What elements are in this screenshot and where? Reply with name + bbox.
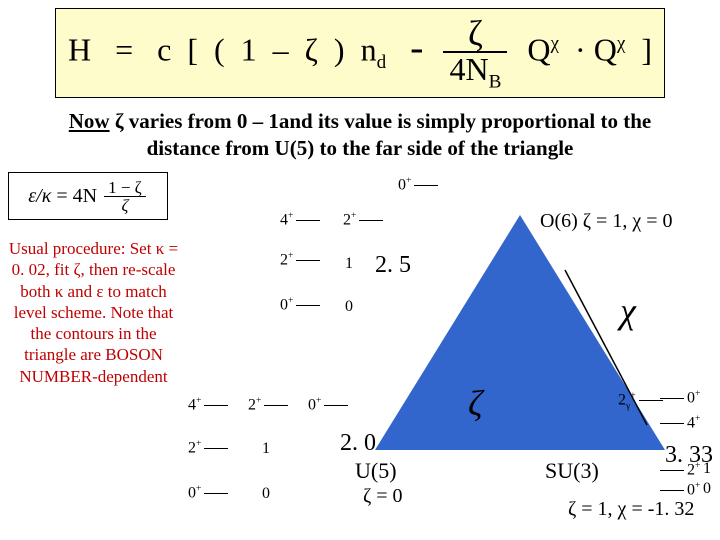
su3-label: SU(3) [545, 458, 599, 484]
lvl-left-0: 0+ [188, 483, 228, 502]
zeta-eq-0: ζ = 0 [363, 485, 403, 508]
lvl-mid-2: 2+ [343, 210, 383, 229]
lvl-left-2: 2+ [188, 438, 228, 457]
lvl-right-v0: 0 [703, 480, 711, 498]
zeta-su3: ζ = 1, χ = -1. 32 [568, 498, 694, 521]
lvl-right-v1: 1 [703, 460, 711, 478]
lvl-right-4: 4+ [660, 413, 700, 432]
ratio-2-5: 2. 5 [375, 252, 411, 279]
zeta-symbol: ζ [468, 382, 483, 424]
lvl-left-2b: 2+ [248, 395, 288, 414]
lvl-mid-0: 0 [345, 298, 353, 316]
lvl-top-0: 0+ [398, 175, 438, 194]
lvl-right-0: 0+ [660, 388, 700, 407]
ratio-2-0: 2. 0 [340, 430, 376, 457]
chi-symbol: χ [620, 290, 636, 332]
u5-label: U(5) [355, 458, 397, 484]
o6-label: O(6) ζ = 1, χ = 0 [540, 210, 672, 233]
lvl-top-0b: 0+ [280, 295, 320, 314]
lvl-mid-1: 1 [345, 255, 353, 273]
lvl-right-0b: 0+ [660, 480, 700, 499]
lvl-top-4: 4+ [280, 210, 320, 229]
lvl-right-2: 2+ [660, 460, 700, 479]
lvl-left-m0: 0 [262, 485, 270, 503]
triangle-shape [375, 215, 665, 450]
lvl-left-0b: 0+ [308, 395, 348, 414]
lvl-top-2: 2+ [280, 250, 320, 269]
lvl-right-2g: 2γ+ [618, 390, 663, 412]
lvl-left-m1: 1 [262, 440, 270, 458]
lvl-left-4: 4+ [188, 395, 228, 414]
